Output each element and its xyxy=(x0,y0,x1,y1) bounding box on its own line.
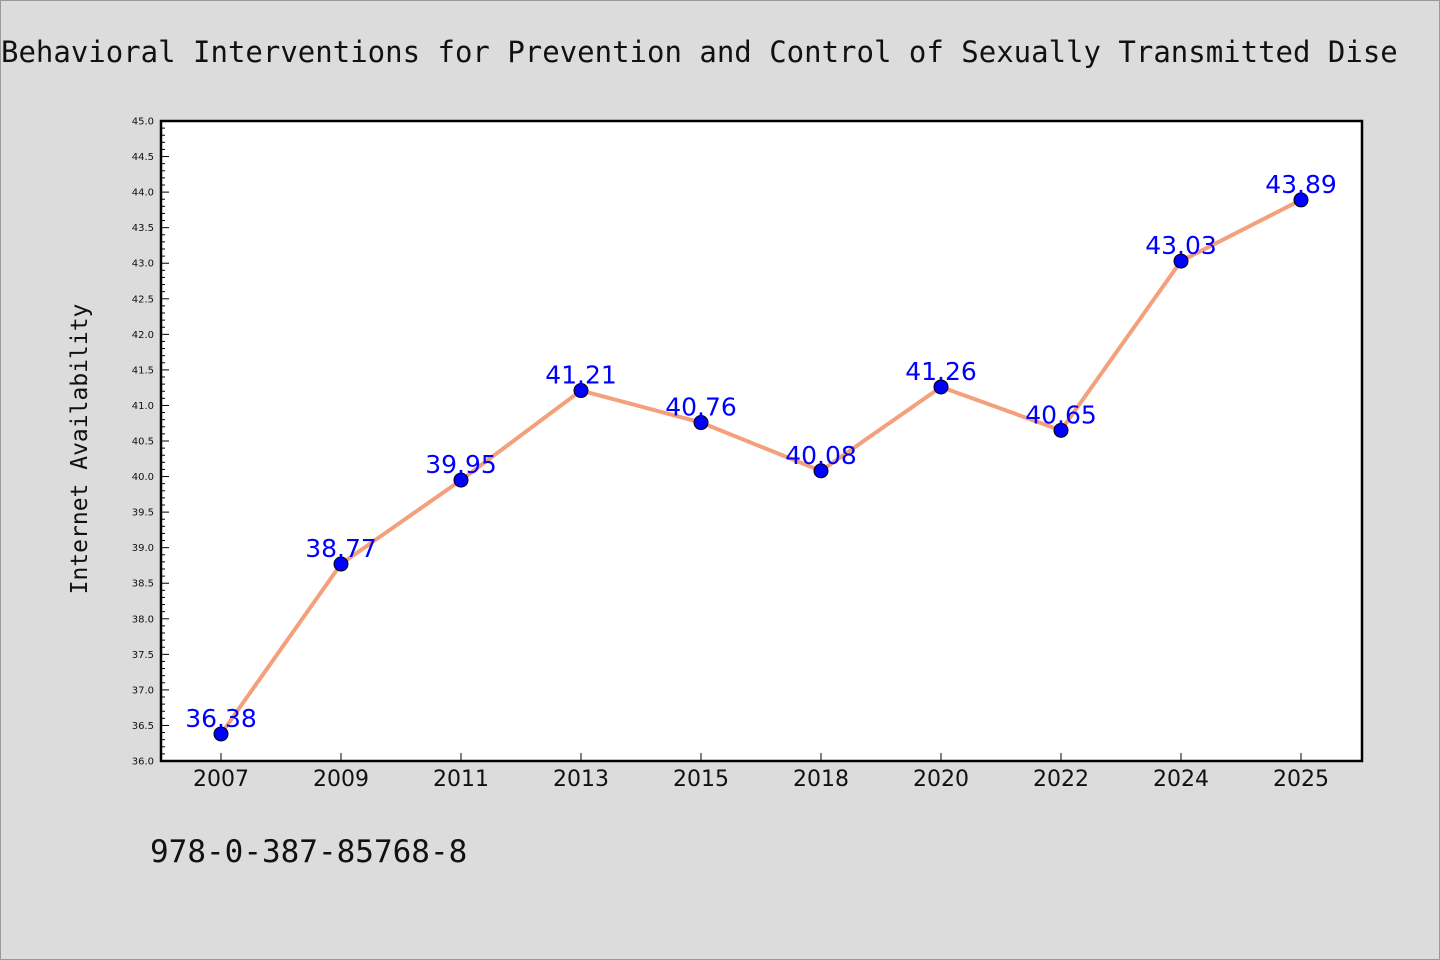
y-tick-label: 43.5 xyxy=(132,223,154,234)
data-point xyxy=(1173,253,1189,269)
y-tick-label: 37.0 xyxy=(132,685,154,696)
y-tick-label: 40.5 xyxy=(132,437,154,448)
y-axis-label: Internet Availability xyxy=(67,304,93,595)
data-label: 40.65 xyxy=(1025,400,1097,429)
data-point xyxy=(1053,422,1069,438)
data-labels: 36.38 38.77 39.95 41.21 40.76 40.08 41.26 40.65… xyxy=(185,170,1337,733)
data-label: 41.21 xyxy=(545,361,617,390)
x-tick-label: 2020 xyxy=(913,767,969,792)
y-tick-label: 45.0 xyxy=(132,117,154,128)
x-axis: 2007 2009 2011 2013 2015 2018 2020 2022 2024 2025 xyxy=(193,753,1329,792)
y-tick-label: 43.0 xyxy=(132,259,154,270)
y-tick-label: 40.0 xyxy=(132,472,154,483)
data-point xyxy=(933,379,949,395)
plot-frame xyxy=(159,119,1364,763)
data-point xyxy=(453,472,469,488)
y-tick-label: 38.0 xyxy=(132,614,154,625)
data-label: 41.26 xyxy=(905,357,977,386)
data-label: 40.76 xyxy=(665,393,737,422)
data-label: 43.03 xyxy=(1145,231,1217,260)
x-tick-label: 2022 xyxy=(1033,767,1089,792)
series-line xyxy=(219,198,1302,736)
x-tick-label: 2025 xyxy=(1273,767,1329,792)
data-label: 36.38 xyxy=(185,704,257,733)
data-point xyxy=(573,383,589,399)
series-layer xyxy=(213,192,1309,742)
data-label: 38.77 xyxy=(305,534,377,563)
y-tick-label: 36.5 xyxy=(132,721,154,732)
y-tick-label: 39.0 xyxy=(132,543,154,554)
x-tick-label: 2013 xyxy=(553,767,609,792)
y-tick-label: 41.0 xyxy=(132,401,154,412)
plot-area xyxy=(161,121,1362,761)
y-axis: 36.0 36.5 37.0 37.5 38.0 38.5 39.0 39.5 40.0 40.5… xyxy=(132,117,169,768)
y-tick-label: 39.5 xyxy=(132,508,154,519)
data-point xyxy=(1293,192,1309,208)
x-tick-label: 2015 xyxy=(673,767,729,792)
y-tick-label: 37.5 xyxy=(132,650,154,661)
data-point xyxy=(813,463,829,479)
x-tick-label: 2009 xyxy=(313,767,369,792)
x-tick-label: 2018 xyxy=(793,767,849,792)
x-tick-label: 2007 xyxy=(193,767,249,792)
chart-title: Behavioral Interventions for Prevention … xyxy=(1,35,1398,69)
data-point xyxy=(213,726,229,742)
y-tick-label: 44.0 xyxy=(132,188,154,199)
y-tick-label: 41.5 xyxy=(132,365,154,376)
data-label: 40.08 xyxy=(785,441,857,470)
y-tick-label: 42.5 xyxy=(132,294,154,305)
y-tick-label: 36.0 xyxy=(132,757,154,768)
data-label: 43.89 xyxy=(1265,170,1337,199)
data-label: 39.95 xyxy=(425,450,497,479)
y-tick-label: 42.0 xyxy=(132,330,154,341)
x-tick-label: 2011 xyxy=(433,767,489,792)
y-tick-label: 38.5 xyxy=(132,579,154,590)
x-tick-label: 2024 xyxy=(1153,767,1209,792)
y-tick-label: 44.5 xyxy=(132,152,154,163)
data-point xyxy=(333,556,349,572)
data-point xyxy=(693,415,709,431)
isbn-caption: 978-0-387-85768-8 xyxy=(150,834,468,870)
